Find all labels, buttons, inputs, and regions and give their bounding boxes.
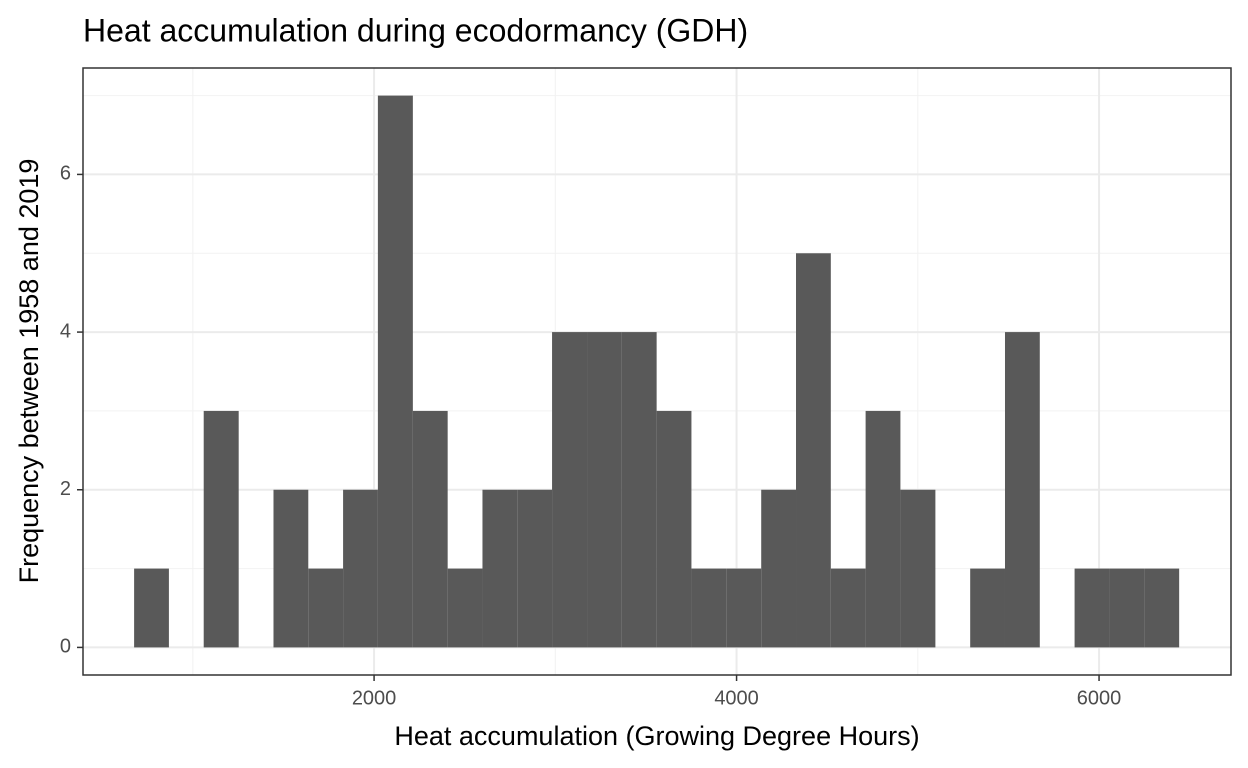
- bar: [587, 332, 622, 648]
- y-tick-label: 4: [60, 320, 71, 342]
- bar: [517, 489, 553, 648]
- y-tick-label: 2: [60, 478, 71, 500]
- bar: [830, 568, 866, 648]
- bar: [970, 568, 1005, 648]
- bar: [1109, 568, 1145, 648]
- bar: [343, 489, 378, 648]
- bar: [796, 253, 831, 648]
- bar: [552, 332, 588, 648]
- bar: [203, 410, 239, 648]
- bar: [134, 568, 169, 648]
- bar: [1144, 568, 1180, 648]
- x-tick-label: 4000: [714, 687, 759, 709]
- chart-title: Heat accumulation during ecodormancy (GD…: [83, 12, 748, 48]
- bar: [656, 410, 692, 648]
- bar: [865, 410, 901, 648]
- bar: [308, 568, 344, 648]
- bar: [1004, 332, 1040, 648]
- bar: [482, 489, 518, 648]
- x-axis-title: Heat accumulation (Growing Degree Hours): [394, 721, 919, 751]
- bar: [377, 95, 413, 648]
- bar: [761, 489, 797, 648]
- bar: [621, 332, 657, 648]
- bar: [412, 410, 448, 648]
- bar: [691, 568, 727, 648]
- x-tick-label: 2000: [352, 687, 397, 709]
- panel-border: [82, 67, 1232, 676]
- y-tick-label: 0: [60, 636, 71, 658]
- bar: [1074, 568, 1110, 648]
- bar: [273, 489, 309, 648]
- bar: [900, 489, 936, 648]
- y-axis-title: Frequency between 1958 and 2019: [14, 159, 44, 584]
- bar: [726, 568, 762, 648]
- x-tick-label: 6000: [1077, 687, 1122, 709]
- bar: [447, 568, 483, 648]
- y-tick-label: 6: [60, 163, 71, 185]
